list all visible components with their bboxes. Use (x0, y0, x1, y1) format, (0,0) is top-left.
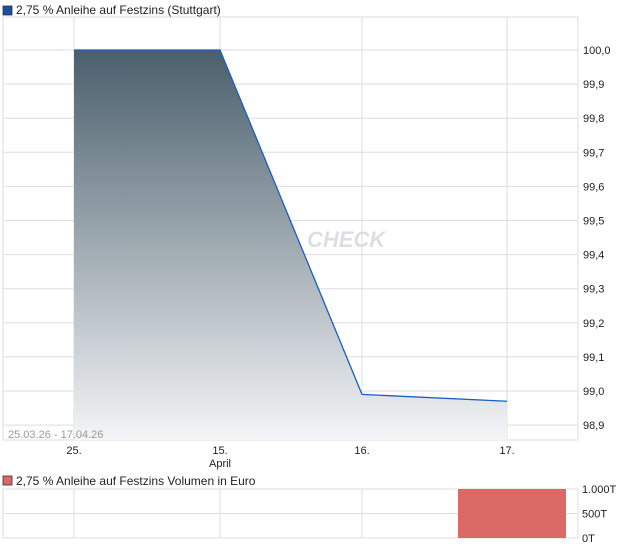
volume-bar (458, 489, 566, 538)
price-line (74, 49, 508, 402)
y-tick-label: 99,1 (583, 352, 604, 364)
y-tick-label: 99,7 (583, 147, 604, 159)
y-tick-label: 99,9 (583, 79, 604, 91)
x-tick-label: 16. (354, 445, 369, 457)
x-sublabel: April (209, 458, 231, 470)
y-tick-label: 99,5 (583, 216, 604, 228)
volume-plot: 1.000T 500T 0T (2, 484, 617, 545)
y-tick-label: 100,0 (583, 45, 611, 57)
x-tick-label: 17. (499, 445, 514, 457)
volume-y-tick-label: 500T (582, 509, 607, 521)
y-tick-label: 99,0 (583, 386, 604, 398)
y-tick-label: 99,2 (583, 318, 604, 330)
y-tick-label: 99,8 (583, 113, 604, 125)
x-tick-label: 25. (66, 445, 81, 457)
x-tick-label: 15. (212, 445, 227, 457)
price-chart-title: 2,75 % Anleihe auf Festzins (Stuttgart) (16, 3, 221, 17)
y-tick-label: 99,4 (583, 250, 604, 262)
volume-y-tick-label: 1.000T (582, 484, 617, 496)
volume-legend-swatch (2, 475, 13, 486)
y-tick-label: 99,6 (583, 181, 604, 193)
y-tick-label: 98,9 (583, 420, 604, 432)
volume-y-tick-label: 0T (582, 533, 595, 545)
price-plot: 100,0 99,9 99,8 99,7 99,6 99,5 99,4 99,3 99,2 99,… (2, 16, 611, 457)
volume-chart-title: 2,75 % Anleihe auf Festzins Volumen in E… (16, 474, 256, 488)
y-tick-label: 99,3 (583, 284, 604, 296)
price-legend-swatch (2, 5, 13, 16)
date-range-label: 25.03.26 - 17.04.26 (8, 429, 103, 441)
watermark: CHECK (307, 227, 387, 252)
price-area (74, 50, 507, 440)
